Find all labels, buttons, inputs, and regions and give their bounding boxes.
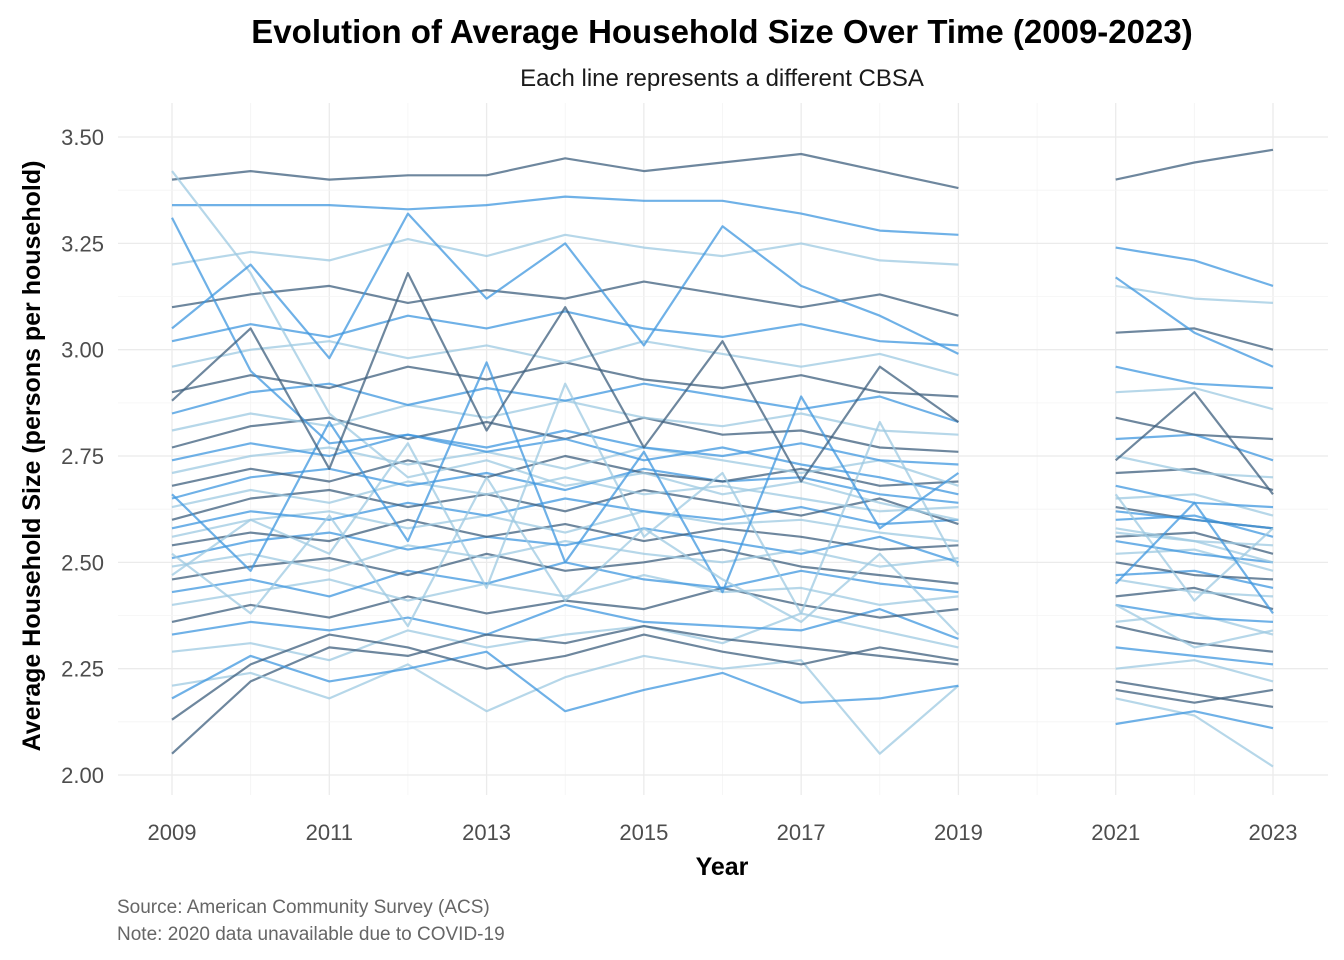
caption-source: Source: American Community Survey (ACS) bbox=[117, 897, 490, 918]
y-tick-label: 3.25 bbox=[61, 231, 104, 256]
grid-lines bbox=[118, 103, 1328, 795]
series-line bbox=[171, 233, 1274, 304]
x-tick-label: 2017 bbox=[777, 820, 826, 845]
series-line bbox=[171, 548, 1274, 611]
series-line bbox=[171, 170, 1274, 564]
series-line bbox=[171, 212, 1274, 368]
x-tick-label: 2011 bbox=[306, 820, 353, 845]
series-line bbox=[171, 382, 1274, 615]
series-line bbox=[171, 340, 1274, 411]
x-axis-ticks: 2009 2011 2013 2015 2017 2019 2021 2023 bbox=[148, 820, 1298, 845]
x-axis-title: Year bbox=[696, 853, 749, 881]
y-tick-label: 2.75 bbox=[61, 444, 104, 469]
y-axis-title: Average Household Size (persons per hous… bbox=[18, 161, 46, 752]
series-line bbox=[171, 148, 1274, 190]
y-tick-label: 3.50 bbox=[61, 125, 104, 150]
series-line bbox=[171, 510, 1274, 572]
chart-title: Evolution of Average Household Size Over… bbox=[251, 13, 1192, 50]
series-line bbox=[171, 650, 1274, 730]
series-line bbox=[171, 476, 1274, 649]
y-tick-label: 2.00 bbox=[61, 763, 104, 788]
y-axis-ticks: 2.00 2.25 2.50 2.75 3.00 3.25 3.50 bbox=[61, 125, 104, 788]
series-line bbox=[171, 540, 1274, 598]
series-line bbox=[171, 361, 1274, 615]
series-line bbox=[172, 195, 1274, 287]
x-tick-label: 2021 bbox=[1091, 820, 1140, 845]
x-tick-label: 2015 bbox=[619, 820, 668, 845]
y-tick-label: 3.00 bbox=[61, 338, 104, 363]
series-line bbox=[171, 272, 1274, 495]
y-tick-label: 2.25 bbox=[61, 657, 104, 682]
y-tick-label: 2.50 bbox=[61, 550, 104, 575]
series-line bbox=[171, 310, 1274, 390]
series-line bbox=[171, 497, 1274, 564]
series-line bbox=[171, 603, 1274, 666]
series-line bbox=[171, 217, 1274, 530]
x-tick-label: 2023 bbox=[1249, 820, 1298, 845]
series-line bbox=[171, 280, 1274, 351]
series-lines bbox=[171, 148, 1274, 768]
series-line bbox=[171, 633, 1274, 721]
x-tick-label: 2009 bbox=[148, 820, 197, 845]
chart-subtitle: Each line represents a different CBSA bbox=[520, 65, 924, 92]
series-line bbox=[171, 612, 1274, 683]
x-tick-label: 2019 bbox=[934, 820, 983, 845]
caption-note: Note: 2020 data unavailable due to COVID… bbox=[117, 924, 505, 945]
series-line bbox=[171, 654, 1274, 768]
x-tick-label: 2013 bbox=[462, 820, 511, 845]
series-line bbox=[171, 625, 1274, 755]
